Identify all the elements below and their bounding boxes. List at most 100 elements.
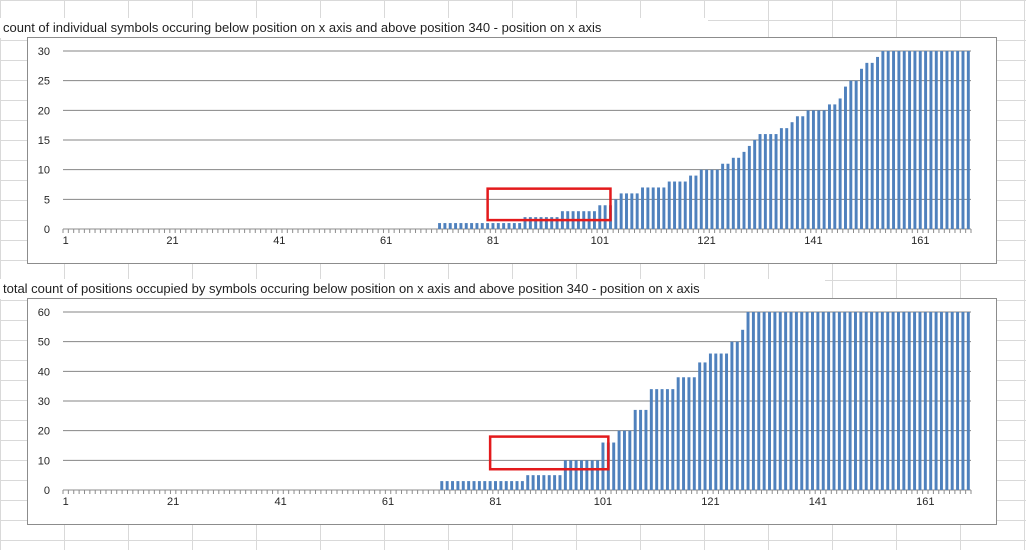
bar [496,223,500,229]
bar [660,389,664,490]
bar [528,217,532,229]
bar [784,312,788,490]
x-tick-label: 81 [487,235,499,247]
bar [635,193,639,229]
bar [908,51,912,229]
bar [773,312,777,490]
bar [574,460,578,490]
bar [934,51,938,229]
bar [950,51,954,229]
bar [800,312,804,490]
bar [811,312,814,490]
bar [555,217,559,229]
bar [945,312,949,490]
bar [880,312,884,490]
x-tick-label: 21 [167,496,179,508]
bar [596,460,600,490]
bar [762,312,766,490]
bar [956,51,960,229]
bar [805,312,809,490]
bar [865,62,869,229]
bar [811,110,815,229]
bar [795,116,799,229]
bar [445,481,449,490]
x-tick-label: 121 [701,496,719,508]
bar [520,481,524,490]
bar [569,460,573,490]
bar [778,312,782,490]
bar [699,169,703,229]
bar [683,181,687,229]
bar [934,312,938,490]
bar [737,157,741,229]
bar [483,481,487,490]
bar [854,312,857,490]
bar [655,389,659,490]
bar [454,223,458,229]
bar [601,442,605,490]
bar [848,312,852,490]
x-tick-label: 141 [804,235,822,247]
x-tick-label: 101 [594,496,612,508]
bar [966,51,970,229]
bar [715,169,719,229]
bar [461,481,465,490]
bar [838,98,842,229]
bar [440,481,444,490]
bar [662,187,666,229]
bar [940,51,944,229]
bar [537,475,540,490]
bar [590,460,594,490]
bar [790,122,794,229]
bar [488,481,492,490]
bar [924,51,928,229]
bar [585,460,589,490]
bar [875,312,879,490]
bar [747,145,751,229]
bar [625,193,628,229]
bar [539,217,543,229]
bar [726,163,730,229]
bar [614,199,618,229]
bar [918,312,922,490]
bar [526,475,530,490]
bar [843,312,847,490]
bar [480,223,484,229]
bar [491,223,495,229]
bar [913,51,917,229]
bar [918,51,922,229]
bar [494,481,497,490]
bar [886,312,890,490]
bar [523,217,527,229]
bar [448,223,452,229]
bar [438,223,442,229]
bar [870,312,874,490]
bar [923,312,927,490]
bar [475,223,479,229]
x-tick-label: 1 [63,496,69,508]
bar [806,110,810,229]
bar [849,80,853,229]
bar [443,223,447,229]
x-tick-label: 41 [274,496,286,508]
bar [710,169,714,229]
x-tick-label: 81 [489,496,501,508]
bar [785,128,789,229]
bar [499,481,503,490]
bar [464,223,468,229]
chart-1-title: count of individual symbols occuring bel… [0,18,708,38]
bar [459,223,463,229]
bar [510,481,514,490]
bar [563,460,567,490]
x-tick-label: 41 [273,235,285,247]
bar [816,312,820,490]
bar [619,193,623,229]
bar [678,181,682,229]
bar [902,312,906,490]
bar [644,409,648,490]
bar [929,312,933,490]
bar [779,128,783,229]
bar [598,205,602,229]
x-tick-label: 21 [166,235,178,247]
